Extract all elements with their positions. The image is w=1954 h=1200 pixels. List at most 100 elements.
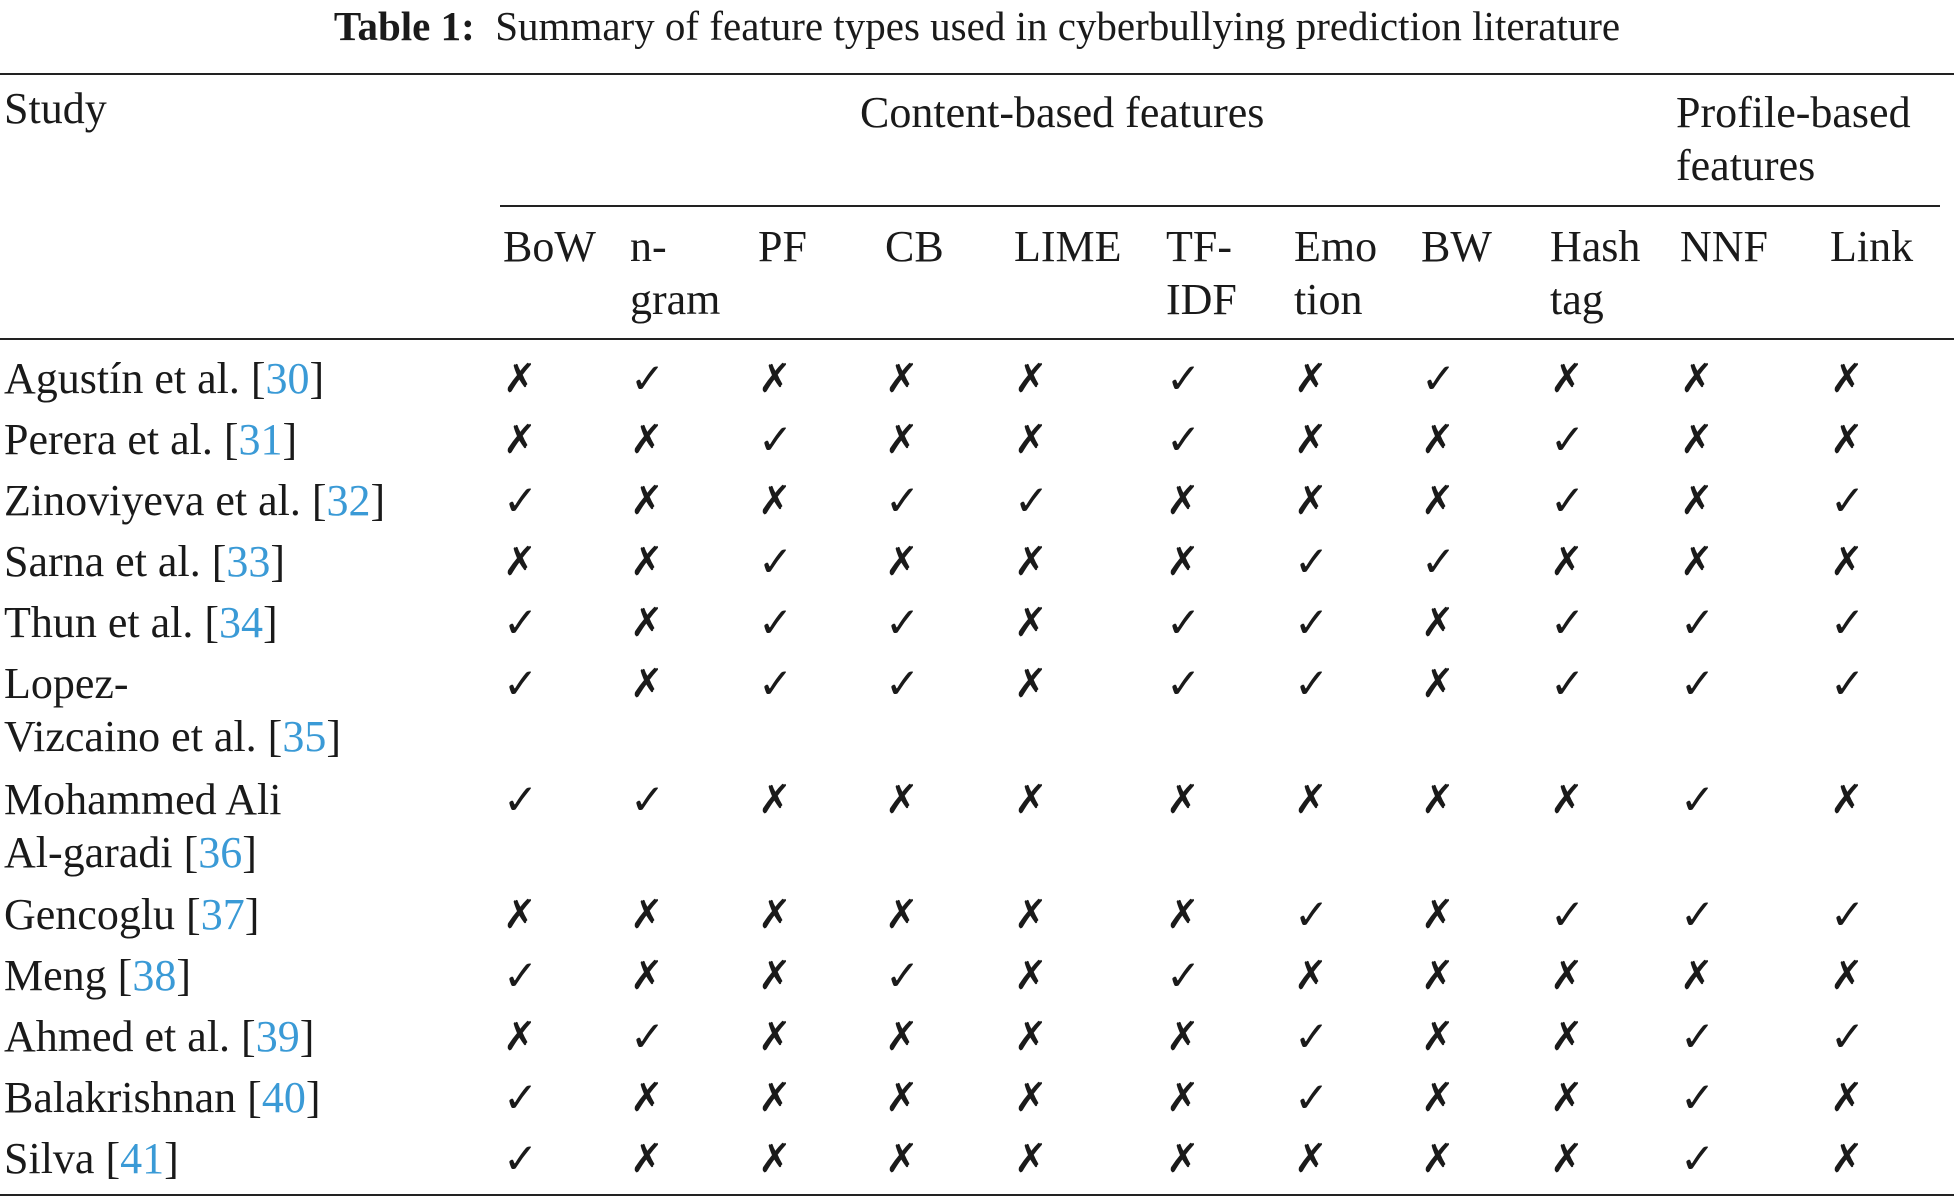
top-rule [0, 73, 1954, 75]
check-icon: ✓ [758, 415, 794, 464]
check-icon: ✓ [758, 598, 794, 647]
cross-icon: ✗ [1421, 478, 1455, 524]
cross-icon: ✗ [1014, 953, 1048, 999]
check-icon: ✓ [1294, 1012, 1330, 1061]
cross-icon: ✗ [1014, 1136, 1048, 1182]
bottom-rule [0, 1194, 1954, 1196]
reference-link: 36 [198, 828, 243, 877]
cross-icon: ✗ [1680, 356, 1714, 402]
cross-icon: ✗ [1421, 1136, 1455, 1182]
cross-icon: ✗ [1294, 777, 1328, 823]
column-header: CB [885, 222, 944, 271]
caption-label: Table 1: [333, 3, 475, 49]
cross-icon: ✗ [1294, 356, 1328, 402]
column-header-line2: IDF [1166, 275, 1237, 324]
cross-icon: ✗ [1294, 953, 1328, 999]
cross-icon: ✗ [1014, 600, 1048, 646]
check-icon: ✓ [758, 659, 794, 708]
cross-icon: ✗ [1830, 1136, 1864, 1182]
check-icon: ✓ [1166, 598, 1202, 647]
study-bracket: ] [299, 1012, 315, 1061]
cross-icon: ✗ [1014, 356, 1048, 402]
check-icon: ✓ [1166, 951, 1202, 1000]
study-bracket: ] [244, 890, 260, 939]
study-name: Gencoglu [37] [4, 888, 259, 942]
check-icon: ✓ [1830, 1012, 1866, 1061]
column-header-line2: tion [1294, 275, 1363, 324]
study-name: Meng [38] [4, 949, 191, 1003]
cross-icon: ✗ [630, 1075, 664, 1121]
table-caption: Table 1: Summary of feature types used i… [0, 0, 1954, 52]
column-header: NNF [1680, 222, 1769, 271]
study-bracket: ] [305, 1073, 321, 1122]
cross-icon: ✗ [758, 478, 792, 524]
column-header: Link [1830, 222, 1914, 271]
study-text: Balakrishnan [ [4, 1073, 262, 1122]
cross-icon: ✗ [1014, 417, 1048, 463]
check-icon: ✓ [630, 775, 666, 824]
check-icon: ✓ [885, 951, 921, 1000]
check-icon: ✓ [1166, 415, 1202, 464]
study-text: Al-garadi [ [4, 828, 199, 877]
cross-icon: ✗ [630, 478, 664, 524]
check-icon: ✓ [1014, 476, 1050, 525]
cross-icon: ✗ [1550, 1014, 1584, 1060]
reference-link: 32 [326, 476, 371, 525]
cross-icon: ✗ [758, 1075, 792, 1121]
cross-icon: ✗ [1550, 539, 1584, 585]
cross-icon: ✗ [885, 356, 919, 402]
study-name: Zinoviyeva et al. [32] [4, 474, 385, 528]
cross-icon: ✗ [758, 892, 792, 938]
cross-icon: ✗ [630, 1136, 664, 1182]
cross-icon: ✗ [1166, 539, 1200, 585]
column-header: PF [758, 222, 807, 271]
cross-icon: ✗ [1014, 661, 1048, 707]
header-content-group: Content-based features [860, 88, 1265, 137]
header-study: Study [4, 84, 107, 133]
header-rule [0, 338, 1954, 340]
cross-icon: ✗ [630, 417, 664, 463]
cross-icon: ✗ [885, 1014, 919, 1060]
cross-icon: ✗ [1550, 356, 1584, 402]
study-name: Silva [41] [4, 1132, 179, 1186]
cross-icon: ✗ [503, 892, 537, 938]
study-bracket: ] [242, 828, 257, 877]
study-name: Sarna et al. [33] [4, 535, 285, 589]
check-icon: ✓ [1550, 415, 1586, 464]
check-icon: ✓ [1680, 659, 1716, 708]
cross-icon: ✗ [1166, 1014, 1200, 1060]
cross-icon: ✗ [503, 1014, 537, 1060]
study-name-line2: Al-garadi [36] [4, 826, 257, 880]
check-icon: ✓ [1294, 659, 1330, 708]
check-icon: ✓ [1680, 890, 1716, 939]
check-icon: ✓ [503, 598, 539, 647]
column-header: BW [1421, 222, 1492, 271]
cross-icon: ✗ [1680, 417, 1714, 463]
study-name: Mohammed Ali [4, 773, 281, 827]
check-icon: ✓ [885, 659, 921, 708]
cross-icon: ✗ [1166, 892, 1200, 938]
cross-icon: ✗ [885, 1136, 919, 1182]
reference-link: 41 [120, 1134, 165, 1183]
study-bracket: ] [164, 1134, 179, 1183]
cross-icon: ✗ [1421, 661, 1455, 707]
study-bracket: ] [309, 354, 325, 403]
cross-icon: ✗ [1421, 953, 1455, 999]
cross-icon: ✗ [503, 356, 537, 402]
cross-icon: ✗ [1166, 1136, 1200, 1182]
reference-link: 37 [200, 890, 245, 939]
cross-icon: ✗ [1014, 539, 1048, 585]
cross-icon: ✗ [1014, 892, 1048, 938]
study-text: Perera et al. [ [4, 415, 239, 464]
column-header: TF- [1166, 222, 1232, 271]
cross-icon: ✗ [1166, 1075, 1200, 1121]
study-bracket: ] [176, 951, 191, 1000]
study-bracket: ] [370, 476, 386, 525]
cross-icon: ✗ [1421, 1075, 1455, 1121]
cross-icon: ✗ [1830, 417, 1864, 463]
cross-icon: ✗ [1014, 1075, 1048, 1121]
study-name: Thun et al. [34] [4, 596, 278, 650]
check-icon: ✓ [503, 951, 539, 1000]
column-header-line2: gram [630, 275, 721, 324]
